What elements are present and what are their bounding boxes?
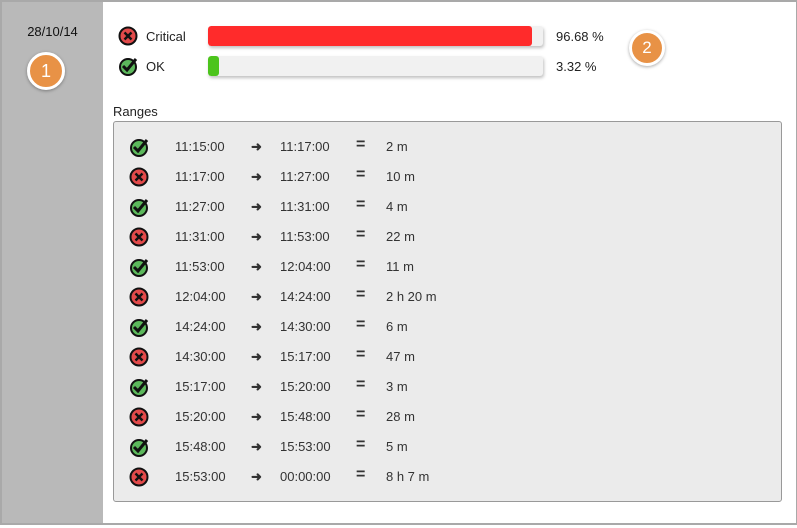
range-end: 14:24:00 — [280, 289, 331, 304]
equals-sign: = — [356, 406, 366, 423]
equals-sign: = — [356, 376, 366, 393]
range-end: 15:20:00 — [280, 379, 331, 394]
equals-sign: = — [356, 436, 366, 453]
range-row: 11:15:00 ➜ 11:17:00 = 2 m — [114, 136, 781, 158]
ok-check-icon — [130, 379, 149, 397]
ranges-list: 11:15:00 ➜ 11:17:00 = 2 m 11:17:00 ➜ 11:… — [113, 121, 782, 502]
critical-x-icon — [129, 287, 149, 307]
range-duration: 4 m — [386, 199, 408, 214]
range-end: 00:00:00 — [280, 469, 331, 484]
range-duration: 2 m — [386, 139, 408, 154]
equals-sign: = — [356, 256, 366, 273]
summary-critical-percent: 96.68 % — [556, 29, 604, 44]
range-start: 14:24:00 — [175, 319, 226, 334]
equals-sign: = — [356, 346, 366, 363]
range-end: 15:53:00 — [280, 439, 331, 454]
critical-x-icon — [129, 227, 149, 247]
equals-sign: = — [356, 286, 366, 303]
range-duration: 10 m — [386, 169, 415, 184]
summary-critical-bar — [208, 26, 543, 46]
range-row: 15:53:00 ➜ 00:00:00 = 8 h 7 m — [114, 466, 781, 488]
range-row: 11:17:00 ➜ 11:27:00 = 10 m — [114, 166, 781, 188]
equals-sign: = — [356, 316, 366, 333]
range-end: 15:17:00 — [280, 349, 331, 364]
range-row: 15:17:00 ➜ 15:20:00 = 3 m — [114, 376, 781, 398]
range-row: 14:24:00 ➜ 14:30:00 = 6 m — [114, 316, 781, 338]
range-start: 12:04:00 — [175, 289, 226, 304]
summary-ok-percent: 3.32 % — [556, 59, 597, 74]
critical-x-icon — [118, 26, 138, 46]
range-row: 15:20:00 ➜ 15:48:00 = 28 m — [114, 406, 781, 428]
range-start: 15:20:00 — [175, 409, 226, 424]
summary-ok-bar-fill — [208, 56, 220, 76]
arrow-right-icon: ➜ — [251, 169, 262, 184]
date-label: 28/10/14 — [27, 24, 78, 39]
ok-check-icon — [130, 199, 149, 217]
arrow-right-icon: ➜ — [251, 469, 262, 484]
range-start: 14:30:00 — [175, 349, 226, 364]
range-row: 12:04:00 ➜ 14:24:00 = 2 h 20 m — [114, 286, 781, 308]
range-start: 15:17:00 — [175, 379, 226, 394]
summary-critical-bar-fill — [208, 26, 532, 46]
callout-badge-2: 2 — [629, 30, 665, 66]
range-duration: 22 m — [386, 229, 415, 244]
range-row: 11:31:00 ➜ 11:53:00 = 22 m — [114, 226, 781, 248]
equals-sign: = — [356, 196, 366, 213]
range-end: 12:04:00 — [280, 259, 331, 274]
arrow-right-icon: ➜ — [251, 349, 262, 364]
range-start: 11:27:00 — [175, 199, 225, 214]
arrow-right-icon: ➜ — [251, 409, 262, 424]
ok-check-icon — [130, 139, 149, 157]
equals-sign: = — [356, 226, 366, 243]
ranges-heading: Ranges — [113, 104, 158, 119]
range-end: 14:30:00 — [280, 319, 331, 334]
range-duration: 8 h 7 m — [386, 469, 430, 484]
range-start: 11:53:00 — [175, 259, 225, 274]
equals-sign: = — [356, 466, 366, 483]
summary-ok-bar — [208, 56, 543, 76]
range-duration: 5 m — [386, 439, 408, 454]
equals-sign: = — [356, 136, 366, 153]
ok-check-icon — [119, 58, 138, 76]
range-start: 15:48:00 — [175, 439, 226, 454]
equals-sign: = — [356, 166, 366, 183]
range-end: 11:31:00 — [280, 199, 330, 214]
range-end: 11:27:00 — [280, 169, 330, 184]
range-end: 11:17:00 — [280, 139, 330, 154]
ok-check-icon — [130, 259, 149, 277]
callout-badge-1: 1 — [27, 52, 65, 90]
critical-x-icon — [129, 347, 149, 367]
range-duration: 2 h 20 m — [386, 289, 437, 304]
ok-check-icon — [130, 439, 149, 457]
range-row: 11:53:00 ➜ 12:04:00 = 11 m — [114, 256, 781, 278]
arrow-right-icon: ➜ — [251, 439, 262, 454]
arrow-right-icon: ➜ — [251, 229, 262, 244]
range-row: 15:48:00 ➜ 15:53:00 = 5 m — [114, 436, 781, 458]
range-duration: 11 m — [386, 259, 414, 274]
range-start: 11:31:00 — [175, 229, 225, 244]
range-start: 11:15:00 — [175, 139, 225, 154]
ok-check-icon — [130, 319, 149, 337]
range-end: 15:48:00 — [280, 409, 331, 424]
range-duration: 3 m — [386, 379, 408, 394]
arrow-right-icon: ➜ — [251, 289, 262, 304]
arrow-right-icon: ➜ — [251, 319, 262, 334]
range-duration: 6 m — [386, 319, 408, 334]
critical-x-icon — [129, 167, 149, 187]
range-duration: 28 m — [386, 409, 415, 424]
range-duration: 47 m — [386, 349, 415, 364]
summary-ok-label: OK — [118, 55, 165, 77]
arrow-right-icon: ➜ — [251, 199, 262, 214]
range-row: 14:30:00 ➜ 15:17:00 = 47 m — [114, 346, 781, 368]
range-end: 11:53:00 — [280, 229, 330, 244]
range-row: 11:27:00 ➜ 11:31:00 = 4 m — [114, 196, 781, 218]
summary-critical-label: Critical — [118, 25, 186, 47]
critical-x-icon — [129, 407, 149, 427]
range-start: 15:53:00 — [175, 469, 226, 484]
critical-x-icon — [129, 467, 149, 487]
arrow-right-icon: ➜ — [251, 139, 262, 154]
arrow-right-icon: ➜ — [251, 379, 262, 394]
range-start: 11:17:00 — [175, 169, 225, 184]
arrow-right-icon: ➜ — [251, 259, 262, 274]
